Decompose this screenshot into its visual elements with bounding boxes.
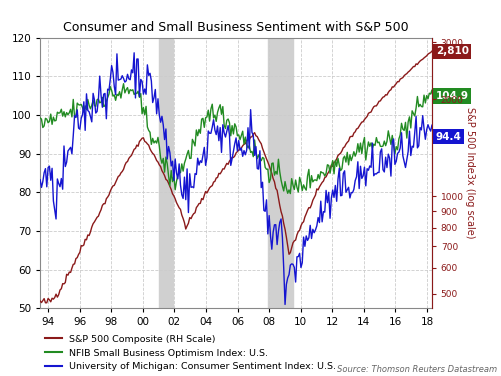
Bar xyxy=(158,38,173,308)
Text: 2,810: 2,810 xyxy=(435,46,468,56)
Legend: S&P 500 Composite (RH Scale), NFIB Small Business Optimism Index: U.S., Universi: S&P 500 Composite (RH Scale), NFIB Small… xyxy=(45,335,336,371)
Bar xyxy=(268,38,292,308)
Text: Source: Thomson Reuters Datastream: Source: Thomson Reuters Datastream xyxy=(336,365,496,374)
Text: 94.4: 94.4 xyxy=(435,132,461,142)
Text: 104.9: 104.9 xyxy=(435,91,468,101)
Y-axis label: S&P 500 Inde3x (log scale): S&P 500 Inde3x (log scale) xyxy=(464,107,474,239)
Title: Consumer and Small Business Sentiment with S&P 500: Consumer and Small Business Sentiment wi… xyxy=(63,21,408,34)
